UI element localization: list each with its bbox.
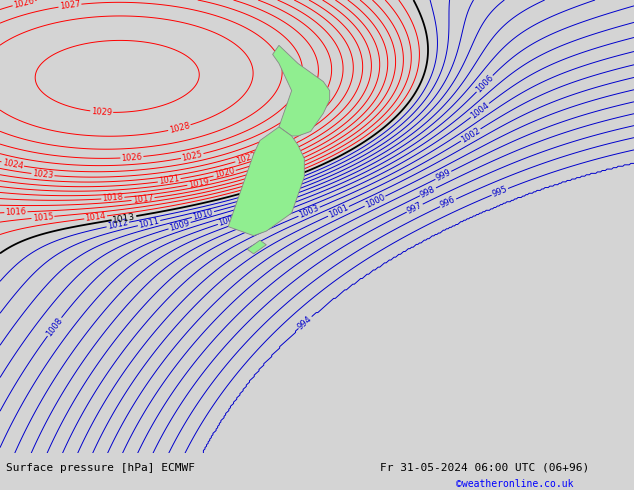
Polygon shape bbox=[247, 240, 266, 254]
Text: 1021: 1021 bbox=[158, 174, 180, 186]
Text: 1008: 1008 bbox=[44, 316, 65, 338]
Text: 1001: 1001 bbox=[327, 203, 350, 220]
Text: 1029: 1029 bbox=[91, 107, 112, 117]
Text: 1015: 1015 bbox=[32, 212, 54, 223]
Text: 1003: 1003 bbox=[297, 203, 321, 220]
Text: 1027: 1027 bbox=[59, 0, 81, 11]
Text: 1009: 1009 bbox=[168, 219, 191, 233]
Text: 1000: 1000 bbox=[363, 193, 386, 210]
Text: 1026: 1026 bbox=[121, 152, 143, 163]
Text: 1022: 1022 bbox=[235, 151, 257, 166]
Text: 1020: 1020 bbox=[214, 167, 236, 180]
Text: 1019: 1019 bbox=[188, 176, 210, 190]
Text: 1013: 1013 bbox=[112, 212, 136, 224]
Text: 1024: 1024 bbox=[1, 158, 24, 171]
Text: 1016: 1016 bbox=[5, 207, 27, 217]
Text: 1014: 1014 bbox=[85, 212, 107, 223]
Text: 1010: 1010 bbox=[191, 208, 214, 221]
Text: 1002: 1002 bbox=[460, 125, 482, 145]
Text: 1018: 1018 bbox=[102, 193, 124, 203]
Text: 995: 995 bbox=[491, 185, 509, 199]
Text: 998: 998 bbox=[419, 184, 437, 199]
Text: 1006: 1006 bbox=[474, 73, 495, 95]
Text: 994: 994 bbox=[296, 314, 314, 331]
Text: 1026: 1026 bbox=[13, 0, 35, 10]
Text: 1025: 1025 bbox=[181, 149, 204, 163]
Text: 1007: 1007 bbox=[217, 213, 240, 228]
Polygon shape bbox=[228, 127, 304, 236]
Text: 999: 999 bbox=[434, 168, 453, 183]
Text: 997: 997 bbox=[406, 200, 424, 216]
Text: 1028: 1028 bbox=[168, 121, 191, 135]
Text: 1017: 1017 bbox=[132, 194, 154, 205]
Text: 1011: 1011 bbox=[138, 216, 160, 230]
Text: 996: 996 bbox=[439, 196, 457, 210]
Text: Surface pressure [hPa] ECMWF: Surface pressure [hPa] ECMWF bbox=[6, 463, 195, 473]
Polygon shape bbox=[273, 46, 330, 136]
Text: ©weatheronline.co.uk: ©weatheronline.co.uk bbox=[456, 480, 574, 490]
Text: 1023: 1023 bbox=[32, 169, 54, 180]
Text: 1004: 1004 bbox=[469, 100, 491, 121]
Text: 1012: 1012 bbox=[107, 218, 129, 231]
Text: 1005: 1005 bbox=[267, 205, 290, 221]
Text: Fr 31-05-2024 06:00 UTC (06+96): Fr 31-05-2024 06:00 UTC (06+96) bbox=[380, 463, 590, 473]
